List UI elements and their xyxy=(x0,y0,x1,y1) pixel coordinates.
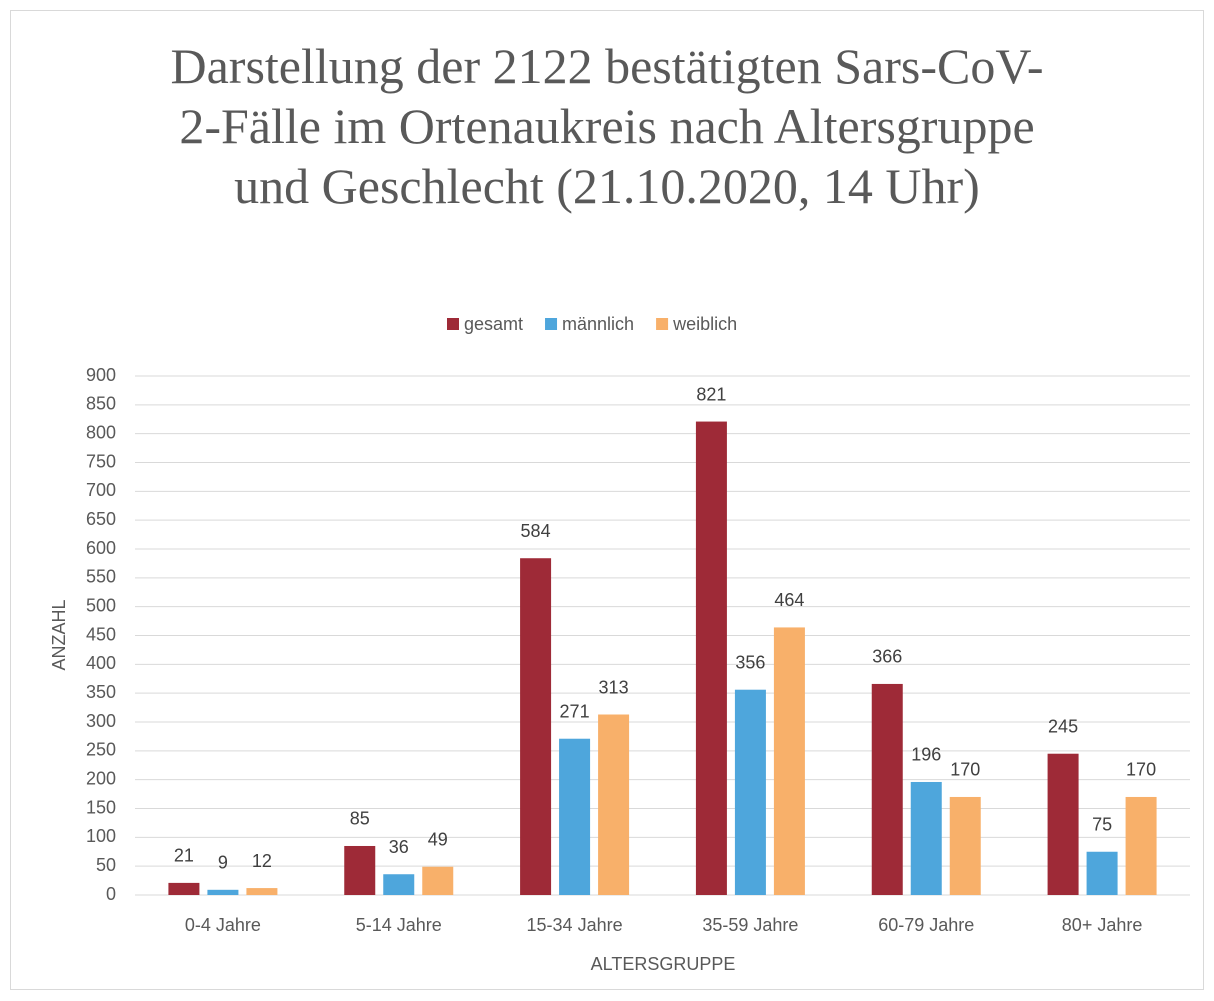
data-label: 366 xyxy=(872,647,902,667)
data-label: 49 xyxy=(428,829,448,849)
legend-label: weiblich xyxy=(672,314,737,334)
y-tick-label: 800 xyxy=(86,422,116,442)
x-tick-label: 60-79 Jahre xyxy=(878,915,974,935)
bar xyxy=(1047,753,1079,895)
y-tick-label: 150 xyxy=(86,797,116,817)
x-tick-label: 35-59 Jahre xyxy=(702,915,798,935)
bar xyxy=(422,866,454,895)
y-tick-label: 850 xyxy=(86,394,116,414)
data-label: 821 xyxy=(696,384,726,404)
y-tick-label: 900 xyxy=(86,365,116,385)
y-tick-label: 700 xyxy=(86,480,116,500)
bar xyxy=(871,683,903,895)
data-label: 313 xyxy=(599,677,629,697)
data-label: 464 xyxy=(774,590,804,610)
bar xyxy=(773,627,805,895)
bar xyxy=(246,888,278,895)
bar xyxy=(949,796,981,895)
bar xyxy=(734,689,766,895)
legend-swatch xyxy=(447,318,459,330)
y-tick-label: 600 xyxy=(86,538,116,558)
data-label: 245 xyxy=(1048,716,1078,736)
legend-swatch xyxy=(656,318,669,330)
legend-label: männlich xyxy=(562,314,634,334)
data-label: 356 xyxy=(735,652,765,672)
data-label: 9 xyxy=(218,853,228,873)
y-tick-label: 550 xyxy=(86,567,116,587)
y-tick-label: 0 xyxy=(106,884,116,904)
bar xyxy=(1086,851,1118,895)
bar xyxy=(383,874,415,895)
y-tick-label: 300 xyxy=(86,711,116,731)
bar xyxy=(598,714,630,895)
data-label: 271 xyxy=(560,701,590,721)
y-tick-label: 400 xyxy=(86,653,116,673)
bar xyxy=(207,889,239,895)
data-label: 12 xyxy=(252,851,272,871)
bar xyxy=(910,781,942,895)
x-tick-label: 15-34 Jahre xyxy=(527,915,623,935)
x-tick-label: 80+ Jahre xyxy=(1062,915,1143,935)
y-tick-label: 650 xyxy=(86,509,116,529)
data-label: 21 xyxy=(174,846,194,866)
bar xyxy=(559,738,591,895)
y-tick-label: 250 xyxy=(86,740,116,760)
x-tick-label: 5-14 Jahre xyxy=(356,915,442,935)
y-tick-label: 200 xyxy=(86,768,116,788)
x-tick-label: 0-4 Jahre xyxy=(185,915,261,935)
data-label: 196 xyxy=(911,745,941,765)
data-label: 170 xyxy=(950,760,980,780)
chart-title: Darstellung der 2122 bestätigten Sars-Co… xyxy=(170,38,1044,214)
data-label: 170 xyxy=(1126,760,1156,780)
legend-swatch xyxy=(545,318,558,330)
data-label: 75 xyxy=(1092,815,1112,835)
x-axis-label: ALTERSGRUPPE xyxy=(591,954,736,974)
bar xyxy=(520,558,552,895)
y-tick-label: 100 xyxy=(86,826,116,846)
bar xyxy=(344,845,376,895)
data-label: 85 xyxy=(350,809,370,829)
y-tick-label: 750 xyxy=(86,451,116,471)
bar xyxy=(695,421,727,895)
legend-label: gesamt xyxy=(464,314,523,334)
y-tick-label: 450 xyxy=(86,624,116,644)
y-axis-label: ANZAHL xyxy=(49,599,69,670)
y-tick-label: 50 xyxy=(96,855,116,875)
y-tick-label: 350 xyxy=(86,682,116,702)
data-label: 36 xyxy=(389,837,409,857)
y-tick-label: 500 xyxy=(86,595,116,615)
bar xyxy=(168,882,200,895)
chart-frame xyxy=(10,10,1204,990)
bar xyxy=(1125,796,1157,895)
data-label: 584 xyxy=(521,521,551,541)
